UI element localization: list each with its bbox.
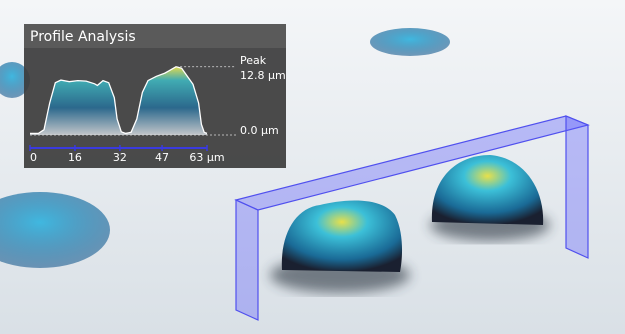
plane-leg: [566, 116, 588, 258]
annotation-value: 12.8 µm: [240, 69, 286, 82]
scene: Profile Analysis 0 16 32 47 63 µm Peak 12.8 µm…: [0, 0, 625, 334]
x-tick-label: 63 µm: [189, 151, 224, 164]
x-tick-label: 47: [155, 151, 169, 164]
plane-leg: [236, 200, 258, 320]
page: {"chart_data": {"type": "area", "title":…: [0, 0, 625, 334]
annotation-value: 0.0 µm: [240, 124, 279, 137]
x-tick-label: 16: [68, 151, 82, 164]
x-tick-label: 0: [30, 151, 37, 164]
panel-title: Profile Analysis: [30, 29, 136, 45]
x-tick-label: 32: [113, 151, 127, 164]
cell: [370, 28, 450, 56]
annotation: Peak: [240, 54, 267, 67]
